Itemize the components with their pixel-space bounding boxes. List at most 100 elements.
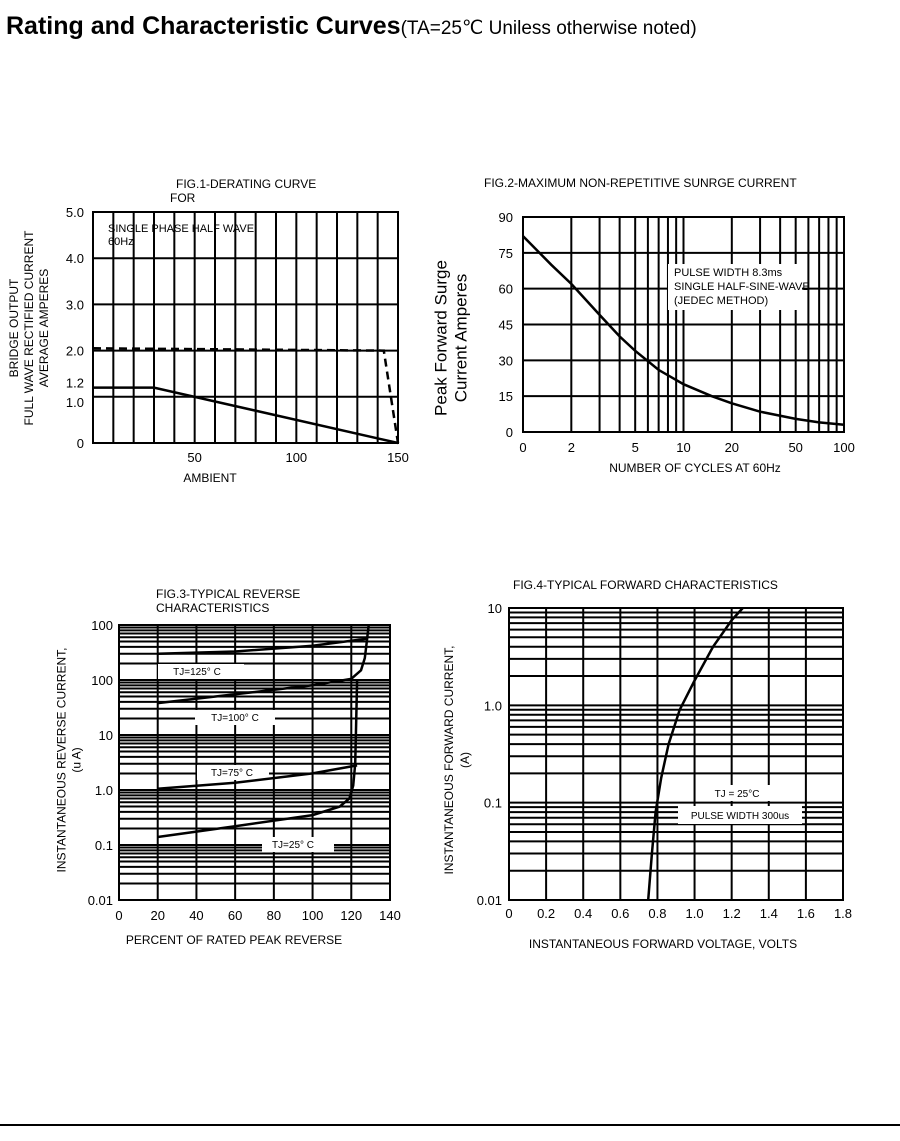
y-tick-label: 0	[77, 436, 84, 451]
chart-title: FIG.3-TYPICAL REVERSE	[156, 587, 300, 601]
annotation-text: 60Hz	[108, 236, 134, 248]
x-tick-label: 1.2	[723, 906, 741, 921]
x-tick-label: 0	[505, 906, 512, 921]
plot-frame	[522, 216, 845, 433]
y-tick-label: 90	[499, 210, 513, 225]
y-axis-label: FULL WAVE RECTIFIED CURRENT	[22, 230, 36, 426]
annotation-background	[262, 837, 334, 852]
series-line-solid	[646, 607, 744, 901]
x-tick-label: 80	[267, 908, 281, 923]
x-tick-label: 120	[340, 908, 362, 923]
annotation-background	[158, 664, 244, 679]
chart-title: FIG.1-DERATING CURVE	[176, 177, 316, 191]
plot-frame	[508, 607, 844, 901]
series-line-solid	[93, 386, 399, 445]
y-tick-label: 0.01	[477, 893, 502, 908]
x-tick-label: 0.2	[537, 906, 555, 921]
plot-frame	[92, 211, 399, 444]
series-line-dashed	[92, 347, 400, 444]
y-tick-label: 100	[91, 618, 113, 633]
x-tick-label: 100	[833, 440, 855, 455]
y-tick-label: 0.01	[88, 893, 113, 908]
annotation-background	[195, 710, 275, 725]
annotation-text: (JEDEC METHOD)	[674, 295, 768, 307]
series-line-solid	[350, 624, 370, 680]
x-tick-label: 0	[115, 908, 122, 923]
x-tick-label: 0.8	[648, 906, 666, 921]
annotation-text: PULSE WIDTH 300us	[691, 811, 789, 822]
x-tick-label: 60	[228, 908, 242, 923]
y-tick-label: 0.1	[484, 796, 502, 811]
y-tick-label: 30	[499, 353, 513, 368]
x-axis-label: PERCENT OF RATED PEAK REVERSE	[126, 933, 342, 947]
y-tick-label: 5.0	[66, 205, 84, 220]
x-tick-label: 2	[568, 440, 575, 455]
annotation-text: TJ=25° C	[272, 840, 314, 851]
y-tick-label: 1.0	[66, 395, 84, 410]
y-axis-label: Peak Forward Surge	[431, 260, 450, 416]
chart-fig3: TJ=125° C TJ=100° C TJ=75° C TJ=25° C 0.01 0.…	[55, 587, 401, 947]
x-tick-label: 5	[632, 440, 639, 455]
y-tick-label: 10	[488, 601, 502, 616]
annotation-text: TJ=125° C	[173, 667, 221, 678]
x-tick-label: 100	[285, 450, 307, 465]
y-tick-label: 100	[91, 673, 113, 688]
y-tick-label: 60	[499, 282, 513, 297]
chart-title: FIG.2-MAXIMUM NON-REPETITIVE SUNRGE CURR…	[484, 176, 797, 190]
x-axis-label: AMBIENT	[183, 471, 237, 485]
x-tick-label: 150	[387, 450, 409, 465]
page-title: Rating and Characteristic Curves	[6, 12, 401, 40]
x-tick-label: 1.4	[760, 906, 778, 921]
chart-title: FIG.4-TYPICAL FORWARD CHARACTERISTICS	[513, 578, 778, 592]
y-axis-label: (u A)	[70, 747, 84, 772]
x-tick-label: 10	[676, 440, 690, 455]
y-axis-label: (A)	[458, 752, 472, 768]
y-axis-label: BRIDGE OUTPUT	[7, 278, 21, 377]
annotation-text: TJ=100° C	[211, 713, 259, 724]
y-tick-label: 0	[506, 425, 513, 440]
x-tick-label: 140	[379, 908, 401, 923]
chart-fig2: PULSE WIDTH 8.3ms SINGLE HALF-SINE-WAVE (J…	[431, 176, 854, 475]
annotation-text: SINGLE PHASE HALF WAVE	[108, 223, 254, 235]
series-line-solid	[157, 677, 352, 705]
y-tick-label: 4.0	[66, 251, 84, 266]
y-axis-label: INSTANTANEOUS FORWARD CURRENT,	[442, 646, 456, 875]
y-tick-label: 2.0	[66, 344, 84, 359]
annotation-text: TJ = 25°C	[715, 789, 760, 800]
x-tick-label: 1.8	[834, 906, 852, 921]
series-line-solid	[157, 764, 358, 791]
chart-fig4: TJ = 25°C PULSE WIDTH 300us 0.01 0.1 1.0 10 0 0…	[442, 578, 852, 951]
y-tick-label: 15	[499, 389, 513, 404]
y-tick-label: 75	[499, 246, 513, 261]
annotation-background	[700, 785, 774, 801]
x-tick-label: 20	[725, 440, 739, 455]
x-tick-label: 50	[788, 440, 802, 455]
x-tick-label: 1.6	[797, 906, 815, 921]
x-tick-label: 0	[519, 440, 526, 455]
y-tick-label: 3.0	[66, 297, 84, 312]
y-tick-label: 45	[499, 318, 513, 333]
series-line-solid	[522, 235, 845, 427]
page-header: Rating and Characteristic Curves(TA=25℃ …	[6, 12, 697, 41]
annotation-text: SINGLE HALF-SINE-WAVE	[674, 281, 810, 293]
y-tick-label: 10	[99, 728, 113, 743]
y-tick-label: 1.0	[484, 698, 502, 713]
chart-title: FOR	[170, 191, 196, 205]
y-axis-label: AVERAGE AMPERES	[37, 269, 51, 387]
annotation-background	[197, 765, 269, 780]
x-tick-label: 40	[189, 908, 203, 923]
x-tick-label: 1.0	[686, 906, 704, 921]
y-axis-label: INSTANTANEOUS REVERSE CURRENT,	[55, 648, 69, 873]
annotation-text: PULSE WIDTH 8.3ms	[674, 267, 783, 279]
annotation-background	[668, 264, 802, 310]
plot-frame	[118, 624, 391, 901]
x-axis-label: INSTANTANEOUS FORWARD VOLTAGE, VOLTS	[529, 937, 797, 951]
x-tick-label: 100	[302, 908, 324, 923]
y-axis-label: Current Amperes	[451, 274, 470, 403]
y-tick-label: 0.1	[95, 838, 113, 853]
x-tick-label: 20	[150, 908, 164, 923]
series-line-solid	[157, 679, 359, 839]
y-tick-label: 1.2	[66, 376, 84, 391]
annotation-text: TJ=75° C	[211, 768, 253, 779]
